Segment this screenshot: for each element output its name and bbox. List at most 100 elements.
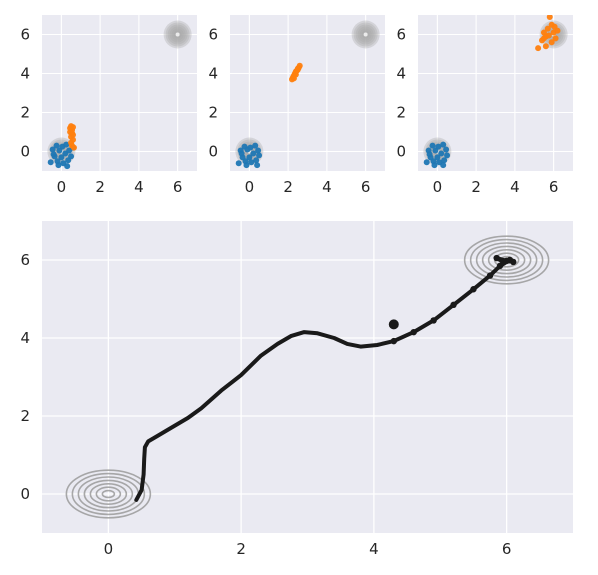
blob-ring xyxy=(175,32,180,37)
data-point xyxy=(540,35,547,42)
data-point xyxy=(243,162,250,169)
data-point xyxy=(444,152,451,159)
contour-ring xyxy=(463,235,550,285)
top-right-panel: 0 2 4 6 0 2 4 6 xyxy=(396,15,573,196)
data-point xyxy=(434,154,441,161)
trajectory-marker xyxy=(486,272,494,279)
data-point xyxy=(50,151,57,158)
x-tick-label: 0 xyxy=(57,178,67,196)
y-tick-label: 0 xyxy=(20,143,30,161)
data-point xyxy=(247,144,254,151)
gaussian-contours xyxy=(65,469,152,519)
data-point xyxy=(426,151,433,158)
data-point xyxy=(70,144,77,151)
trajectory-line xyxy=(134,256,516,502)
blob-ring xyxy=(363,32,368,37)
data-point xyxy=(535,45,542,52)
data-point xyxy=(545,32,552,39)
gaussian-blob xyxy=(351,20,380,49)
series-1 xyxy=(47,141,76,170)
y-tick-label: 2 xyxy=(208,104,218,122)
series-2 xyxy=(67,123,77,151)
plot-content xyxy=(47,20,192,170)
x-tick-label: 0 xyxy=(433,178,443,196)
data-point xyxy=(49,146,56,153)
gaussian-contours xyxy=(463,235,550,285)
series-2 xyxy=(289,62,303,83)
x-tick-label: 6 xyxy=(361,178,371,196)
y-tick-label: 6 xyxy=(20,26,30,44)
contour-ring xyxy=(83,479,134,509)
data-point xyxy=(253,157,260,164)
x-tick-label: 0 xyxy=(104,540,114,558)
data-point xyxy=(255,147,262,154)
y-tick-label: 6 xyxy=(208,26,218,44)
data-point xyxy=(552,35,559,42)
plot-content xyxy=(423,15,568,169)
x-tick-label: 4 xyxy=(369,540,379,558)
contour-ring xyxy=(481,245,532,275)
trajectory-marker xyxy=(470,286,477,293)
contour-ring xyxy=(101,489,116,499)
y-tick-label: 0 xyxy=(396,143,406,161)
bottom-panel: 0 2 4 6 0 2 4 6 xyxy=(20,221,573,558)
x-tick-label: 2 xyxy=(283,178,293,196)
data-point xyxy=(551,23,558,30)
x-tick-label: 6 xyxy=(173,178,183,196)
contour-ring xyxy=(475,242,538,278)
trajectory-marker xyxy=(390,337,397,345)
y-tick-label: 0 xyxy=(20,485,30,503)
data-point xyxy=(440,141,447,148)
x-tick-label: 2 xyxy=(471,178,481,196)
y-tick-label: 2 xyxy=(20,407,30,425)
data-point xyxy=(64,163,71,170)
data-point xyxy=(435,143,442,150)
data-point xyxy=(429,142,436,149)
top-left-panel: 0 2 4 6 0 2 4 6 xyxy=(20,15,197,196)
contour-ring xyxy=(65,469,152,519)
trajectory-marker xyxy=(503,257,510,264)
x-tick-label: 0 xyxy=(245,178,255,196)
data-point xyxy=(441,157,448,164)
data-point xyxy=(292,71,299,78)
contour-ring xyxy=(95,486,122,502)
y-tick-label: 6 xyxy=(396,26,406,44)
trajectory-marker xyxy=(450,301,457,309)
trajectory-marker xyxy=(410,328,417,336)
data-point xyxy=(544,25,551,32)
data-point xyxy=(250,150,257,157)
contour-ring xyxy=(469,238,544,282)
series-2 xyxy=(535,15,561,52)
y-tick-label: 6 xyxy=(20,251,30,269)
contour-ring xyxy=(71,472,146,516)
data-point xyxy=(542,43,549,50)
data-point xyxy=(63,141,70,148)
y-tick-label: 2 xyxy=(396,104,406,122)
data-point xyxy=(58,154,65,161)
data-point xyxy=(256,152,263,159)
y-tick-label: 4 xyxy=(396,65,406,83)
data-point xyxy=(252,142,259,149)
x-tick-label: 6 xyxy=(502,540,512,558)
data-point xyxy=(53,142,60,149)
data-point xyxy=(47,159,54,166)
data-point xyxy=(235,160,242,167)
trajectory-marker xyxy=(493,254,500,262)
x-tick-label: 4 xyxy=(322,178,332,196)
data-point xyxy=(443,146,450,153)
gaussian-blob xyxy=(163,20,192,49)
data-point xyxy=(431,162,438,169)
trajectory-marker xyxy=(510,258,517,266)
series-1 xyxy=(423,141,451,169)
x-tick-label: 2 xyxy=(95,178,105,196)
y-tick-label: 0 xyxy=(208,143,218,161)
plot-content xyxy=(235,20,380,169)
contour-ring xyxy=(89,482,128,505)
data-point xyxy=(548,39,555,46)
y-tick-label: 4 xyxy=(208,65,218,83)
data-point xyxy=(68,153,75,160)
data-point xyxy=(248,159,255,166)
trajectory-marker xyxy=(388,319,399,330)
data-point xyxy=(246,154,253,161)
